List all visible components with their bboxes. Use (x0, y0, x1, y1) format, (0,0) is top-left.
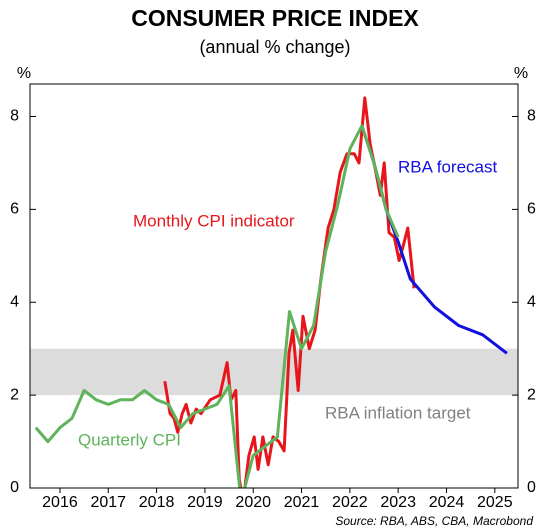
x-tick-label: 2025 (477, 494, 513, 511)
y-tick-label: 2 (10, 386, 19, 403)
y-unit-right: % (514, 65, 528, 82)
series-label: RBA forecast (398, 157, 497, 176)
x-tick-label: 2022 (332, 494, 368, 511)
plot-frame (29, 83, 519, 489)
series-label: Quarterly CPI (78, 430, 181, 449)
x-tick-label: 2021 (284, 494, 320, 511)
x-tick-label: 2023 (380, 494, 416, 511)
chart-subtitle: (annual % change) (199, 37, 350, 57)
plot-lines (34, 96, 508, 488)
x-tick-label: 2018 (139, 494, 175, 511)
y-tick-label: 6 (10, 201, 19, 218)
y-tick-label-right: 2 (527, 386, 536, 403)
x-tick-label: 2020 (235, 494, 271, 511)
y-tick-label: 8 (10, 108, 19, 125)
target-label: RBA inflation target (325, 403, 471, 422)
x-tick-label: 2016 (42, 494, 78, 511)
series-label: Monthly CPI indicator (133, 211, 295, 230)
x-tick-label: 2024 (429, 494, 465, 511)
x-tick-label: 2019 (187, 494, 223, 511)
y-tick-label: 0 (10, 479, 19, 496)
y-tick-label-right: 4 (527, 293, 536, 310)
series-line (163, 96, 416, 488)
y-tick-label: 4 (10, 293, 19, 310)
target-band (30, 348, 518, 396)
source: Source: RBA, ABS, CBA, Macrobond (335, 514, 533, 528)
y-tick-label-right: 0 (527, 479, 536, 496)
chart-title: CONSUMER PRICE INDEX (131, 5, 419, 31)
y-tick-label-right: 6 (527, 201, 536, 218)
x-tick-label: 2017 (90, 494, 126, 511)
y-unit-left: % (17, 65, 31, 82)
y-tick-label-right: 8 (527, 108, 536, 125)
series-line (34, 124, 400, 488)
